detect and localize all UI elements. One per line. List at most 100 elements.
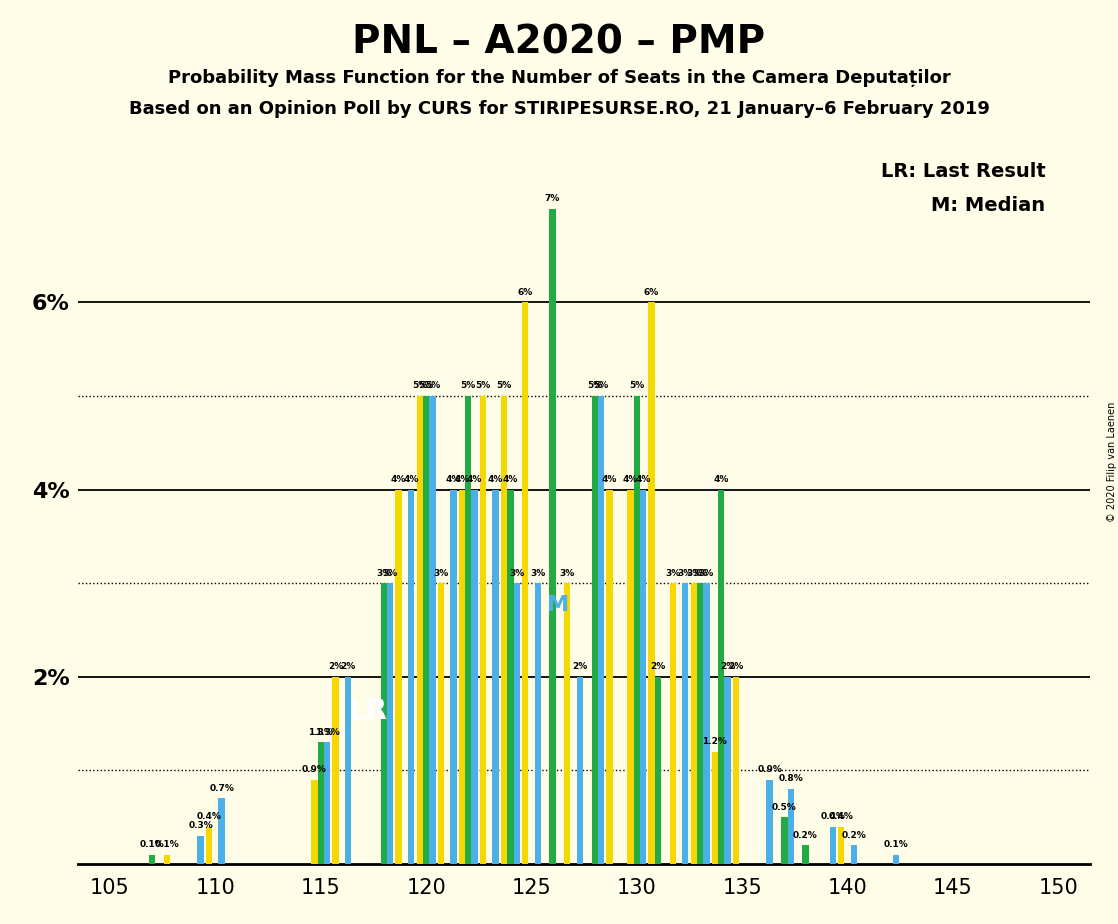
Text: 5%: 5% xyxy=(461,382,476,391)
Text: © 2020 Filip van Laenen: © 2020 Filip van Laenen xyxy=(1107,402,1117,522)
Bar xyxy=(648,302,655,864)
Bar xyxy=(508,490,513,864)
Text: Based on an Opinion Poll by CURS for STIRIPESURSE.RO, 21 January–6 February 2019: Based on an Opinion Poll by CURS for STI… xyxy=(129,100,989,117)
Bar xyxy=(549,209,556,864)
Bar xyxy=(311,780,318,864)
Text: 5%: 5% xyxy=(475,382,491,391)
Text: M: M xyxy=(547,595,569,615)
Text: 2%: 2% xyxy=(341,663,356,671)
Text: 5%: 5% xyxy=(587,382,603,391)
Text: 4%: 4% xyxy=(404,475,419,484)
Bar xyxy=(381,583,387,864)
Bar xyxy=(408,490,415,864)
Text: 4%: 4% xyxy=(601,475,617,484)
Text: 0.1%: 0.1% xyxy=(140,840,164,849)
Text: 0.4%: 0.4% xyxy=(828,812,854,821)
Bar xyxy=(803,845,808,864)
Bar xyxy=(634,396,639,864)
Text: LR: LR xyxy=(349,697,388,725)
Bar xyxy=(697,583,703,864)
Bar xyxy=(324,742,330,864)
Text: 3%: 3% xyxy=(509,568,524,578)
Bar xyxy=(670,583,676,864)
Text: 4%: 4% xyxy=(623,475,638,484)
Bar xyxy=(724,676,731,864)
Bar xyxy=(480,396,486,864)
Text: 0.8%: 0.8% xyxy=(778,774,803,784)
Text: 3%: 3% xyxy=(382,568,398,578)
Text: 0.1%: 0.1% xyxy=(154,840,179,849)
Bar xyxy=(851,845,858,864)
Text: 0.3%: 0.3% xyxy=(188,821,212,831)
Bar xyxy=(163,855,170,864)
Text: 0.4%: 0.4% xyxy=(197,812,221,821)
Text: 1.2%: 1.2% xyxy=(702,737,728,746)
Text: 0.4%: 0.4% xyxy=(821,812,845,821)
Bar xyxy=(606,490,613,864)
Text: 5%: 5% xyxy=(418,382,434,391)
Bar xyxy=(655,676,661,864)
Text: 4%: 4% xyxy=(635,475,651,484)
Bar xyxy=(437,583,444,864)
Bar xyxy=(767,780,773,864)
Text: 3%: 3% xyxy=(699,568,714,578)
Bar xyxy=(218,798,225,864)
Bar xyxy=(387,583,394,864)
Text: 0.2%: 0.2% xyxy=(842,831,866,840)
Bar xyxy=(691,583,697,864)
Text: 3%: 3% xyxy=(678,568,693,578)
Text: 0.5%: 0.5% xyxy=(773,803,797,811)
Text: 5%: 5% xyxy=(413,382,427,391)
Bar xyxy=(417,396,423,864)
Bar xyxy=(423,396,429,864)
Bar xyxy=(627,490,634,864)
Bar xyxy=(465,396,472,864)
Text: 5%: 5% xyxy=(496,382,512,391)
Text: 4%: 4% xyxy=(391,475,406,484)
Text: 6%: 6% xyxy=(644,287,660,297)
Bar xyxy=(718,490,724,864)
Text: 2%: 2% xyxy=(720,663,736,671)
Text: 5%: 5% xyxy=(629,382,644,391)
Text: 2%: 2% xyxy=(651,663,665,671)
Text: 3%: 3% xyxy=(377,568,391,578)
Text: 4%: 4% xyxy=(467,475,482,484)
Text: Probability Mass Function for the Number of Seats in the Camera Deputaților: Probability Mass Function for the Number… xyxy=(168,69,950,87)
Text: 0.2%: 0.2% xyxy=(793,831,818,840)
Text: 1.3%: 1.3% xyxy=(314,728,340,736)
Bar xyxy=(513,583,520,864)
Text: 2%: 2% xyxy=(572,663,588,671)
Bar xyxy=(492,490,499,864)
Text: 5%: 5% xyxy=(594,382,608,391)
Bar xyxy=(206,826,212,864)
Bar xyxy=(781,817,787,864)
Text: 4%: 4% xyxy=(713,475,729,484)
Bar xyxy=(639,490,646,864)
Text: 2%: 2% xyxy=(328,663,343,671)
Text: 4%: 4% xyxy=(503,475,518,484)
Text: 3%: 3% xyxy=(692,568,708,578)
Bar xyxy=(838,826,844,864)
Bar xyxy=(712,751,718,864)
Bar xyxy=(577,676,584,864)
Bar xyxy=(501,396,508,864)
Bar xyxy=(396,490,401,864)
Text: 0.9%: 0.9% xyxy=(302,765,326,774)
Bar xyxy=(534,583,541,864)
Bar xyxy=(332,676,339,864)
Text: 1.3%: 1.3% xyxy=(309,728,333,736)
Text: 4%: 4% xyxy=(446,475,461,484)
Bar xyxy=(318,742,324,864)
Text: PNL – A2020 – PMP: PNL – A2020 – PMP xyxy=(352,23,766,61)
Text: 3%: 3% xyxy=(530,568,546,578)
Bar xyxy=(565,583,570,864)
Text: 7%: 7% xyxy=(544,194,560,203)
Text: 6%: 6% xyxy=(518,287,533,297)
Bar xyxy=(522,302,529,864)
Text: 3%: 3% xyxy=(686,568,701,578)
Text: 4%: 4% xyxy=(454,475,470,484)
Bar xyxy=(429,396,436,864)
Text: 3%: 3% xyxy=(433,568,448,578)
Text: 5%: 5% xyxy=(425,382,440,391)
Bar xyxy=(893,855,899,864)
